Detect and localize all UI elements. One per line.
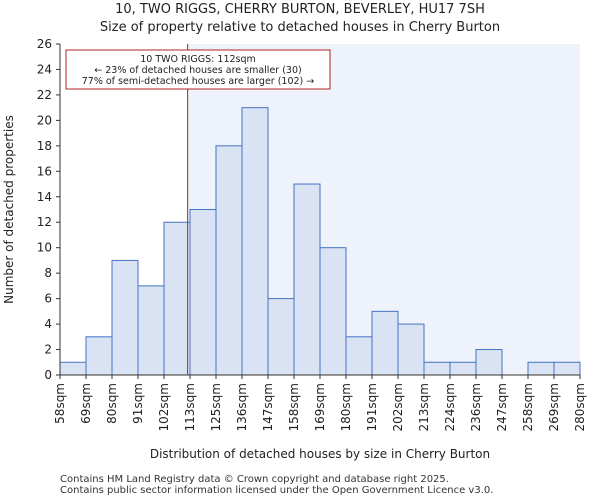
y-tick-label: 18 — [37, 139, 52, 153]
y-tick-label: 22 — [37, 88, 52, 102]
histogram-bar — [189, 209, 217, 376]
histogram-bar — [293, 183, 321, 376]
x-tick-label: 224sqm — [443, 383, 457, 431]
histogram-bar — [527, 361, 555, 376]
y-tick-label: 4 — [44, 317, 52, 331]
histogram-bar — [111, 259, 139, 376]
y-tick-label: 16 — [37, 164, 52, 178]
histogram-bar — [241, 107, 269, 376]
histogram-bar — [345, 336, 373, 376]
x-tick-label: 113sqm — [183, 383, 197, 431]
x-tick-label: 91sqm — [131, 383, 145, 424]
y-axis-title: Number of detached properties — [2, 115, 16, 304]
x-tick-label: 158sqm — [287, 383, 301, 431]
x-tick-label: 258sqm — [521, 383, 535, 431]
x-tick-label: 202sqm — [391, 383, 405, 431]
x-tick-label: 80sqm — [105, 383, 119, 424]
y-tick-label: 20 — [37, 113, 52, 127]
x-tick-label: 136sqm — [235, 383, 249, 431]
chart-subtitle: Size of property relative to detached ho… — [99, 20, 501, 35]
histogram-bar — [163, 221, 191, 376]
x-tick-label: 69sqm — [79, 383, 93, 424]
x-tick-label: 269sqm — [547, 383, 561, 431]
y-tick-label: 12 — [37, 215, 52, 229]
histogram-bar — [449, 361, 477, 376]
histogram-bar — [85, 336, 113, 376]
x-axis-title: Distribution of detached houses by size … — [150, 447, 490, 461]
footer-licence: Contains public sector information licen… — [60, 485, 494, 496]
histogram-bar — [215, 145, 243, 376]
x-tick-label: 147sqm — [261, 383, 275, 431]
y-tick-label: 6 — [44, 292, 52, 306]
y-tick-label: 10 — [37, 241, 52, 255]
annotation-line-smaller: ← 23% of detached houses are smaller (30… — [94, 65, 301, 76]
chart-title: 10, TWO RIGGS, CHERRY BURTON, BEVERLEY, … — [115, 2, 485, 17]
footer-copyright: Contains HM Land Registry data © Crown c… — [60, 474, 449, 485]
y-tick-label: 8 — [44, 266, 52, 280]
histogram-bar — [553, 361, 581, 376]
histogram-bar — [137, 285, 165, 376]
y-tick-label: 2 — [44, 343, 52, 357]
x-tick-label: 280sqm — [573, 383, 587, 431]
x-tick-label: 58sqm — [53, 383, 67, 424]
x-tick-label: 236sqm — [469, 383, 483, 431]
x-tick-label: 169sqm — [313, 383, 327, 431]
y-tick-label: 0 — [44, 368, 52, 382]
histogram-bar — [371, 310, 399, 376]
annotation-box — [65, 49, 331, 90]
histogram-bar — [267, 298, 295, 376]
y-tick-label: 14 — [37, 190, 52, 204]
x-tick-label: 125sqm — [209, 383, 223, 431]
y-tick-label: 26 — [37, 37, 52, 51]
x-tick-label: 247sqm — [495, 383, 509, 431]
x-tick-label: 213sqm — [417, 383, 431, 431]
histogram-bar — [59, 361, 87, 376]
annotation-line-property: 10 TWO RIGGS: 112sqm — [140, 54, 256, 65]
x-tick-label: 191sqm — [365, 383, 379, 431]
histogram-bar — [319, 247, 347, 376]
annotation-line-larger: 77% of semi-detached houses are larger (… — [82, 76, 315, 87]
y-tick-label: 24 — [37, 62, 52, 76]
histogram-bar — [475, 349, 503, 376]
x-tick-label: 180sqm — [339, 383, 353, 431]
x-tick-label: 102sqm — [157, 383, 171, 431]
histogram-bar — [397, 323, 425, 376]
histogram-bar — [423, 361, 451, 376]
